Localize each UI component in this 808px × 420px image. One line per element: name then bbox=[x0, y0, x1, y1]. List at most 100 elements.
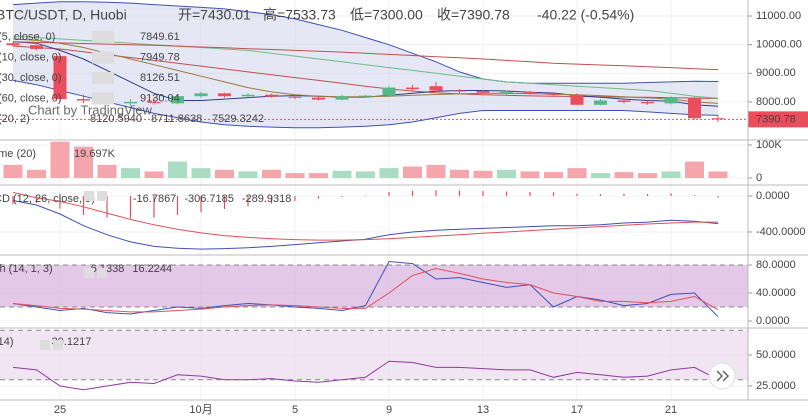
y-tick-label: 40.0000 bbox=[756, 287, 796, 299]
candle-body bbox=[594, 100, 607, 105]
x-tick-label: 25 bbox=[54, 404, 66, 416]
candle-body bbox=[359, 95, 372, 97]
legend-value: -306.7185 bbox=[184, 193, 234, 205]
volume-bar bbox=[497, 169, 516, 179]
candle-body bbox=[53, 56, 67, 100]
ohlc-info: 开=7430.01 bbox=[178, 7, 251, 23]
y-tick-label: 25.0000 bbox=[756, 380, 796, 392]
indicator-line bbox=[12, 360, 719, 391]
y-tick-label: 11000.00 bbox=[756, 10, 801, 22]
indicator-line bbox=[12, 260, 719, 318]
watermark: Chart by TradingView bbox=[28, 102, 153, 117]
band-area bbox=[0, 265, 748, 308]
volume-bar bbox=[309, 173, 328, 179]
ohlc-info: 收=7390.78 bbox=[437, 7, 510, 23]
candle-body bbox=[30, 45, 43, 49]
ma-line bbox=[12, 35, 719, 99]
candle-body bbox=[523, 91, 537, 94]
indicator-line bbox=[12, 267, 719, 313]
y-tick-label: 100K bbox=[756, 139, 782, 151]
last-price-box bbox=[748, 111, 808, 128]
legend-value: 7849.61 bbox=[140, 31, 180, 43]
legend-value: 7529.3242 bbox=[212, 113, 264, 125]
scroll-icon bbox=[716, 370, 730, 382]
legend-icon bbox=[92, 31, 114, 43]
candle-body bbox=[641, 101, 654, 104]
volume-bar bbox=[591, 173, 610, 179]
volume-bar bbox=[168, 161, 187, 179]
legend-value: 8120.5940 bbox=[90, 113, 142, 125]
candle-body bbox=[218, 93, 231, 97]
y-tick-label: 80.0000 bbox=[756, 259, 796, 271]
candle-body bbox=[547, 93, 560, 95]
candle-body bbox=[312, 97, 325, 100]
volume-bar bbox=[708, 171, 728, 179]
candle-body bbox=[429, 86, 443, 91]
legend-name: (10, close, 0) bbox=[0, 51, 62, 63]
last-price-label: 7390.78 bbox=[756, 113, 796, 125]
legend-value: -289.9318 bbox=[242, 193, 292, 205]
volume-bar bbox=[450, 169, 469, 179]
candle-body bbox=[335, 96, 349, 100]
indicator-line bbox=[12, 191, 718, 241]
candle-body bbox=[500, 91, 513, 93]
band-upper bbox=[12, 1, 719, 84]
volume-bar bbox=[238, 171, 258, 179]
legend-name: (20, 2) bbox=[0, 113, 30, 125]
volume-bar bbox=[74, 146, 93, 179]
legend-icon bbox=[84, 191, 94, 201]
volume-bar bbox=[403, 166, 422, 179]
y-tick-label: 0.0000 bbox=[756, 315, 790, 327]
y-tick-label: 10000.00 bbox=[756, 39, 802, 51]
candle-body bbox=[77, 99, 90, 101]
ma-line bbox=[12, 41, 719, 71]
volume-bar bbox=[50, 141, 70, 179]
volume-bar bbox=[544, 172, 563, 179]
legend-value: 6.1338 bbox=[91, 263, 125, 275]
x-tick-label: 13 bbox=[477, 404, 489, 416]
ohlc-info: 低=7300.00 bbox=[350, 7, 423, 23]
candle-body bbox=[147, 101, 161, 103]
legend-title: CD (12, 26, close, 9) bbox=[0, 193, 95, 205]
y-tick-label: 8000.00 bbox=[756, 96, 796, 108]
ohlc-info: -40.22 (-0.54%) bbox=[537, 7, 634, 23]
indicator-plot bbox=[0, 260, 748, 318]
legend-icon bbox=[84, 268, 94, 278]
candle-body bbox=[288, 96, 302, 98]
y-tick-label: 0 bbox=[756, 172, 762, 184]
volume-bar bbox=[685, 161, 704, 179]
x-tick-label: 17 bbox=[571, 404, 583, 416]
indicator-plot bbox=[12, 190, 719, 250]
candle-body bbox=[382, 87, 396, 96]
candle-body bbox=[664, 97, 678, 104]
y-tick-label: -400.0000 bbox=[756, 226, 806, 238]
legend-title: (14) bbox=[0, 336, 14, 348]
volume-bar bbox=[191, 168, 211, 179]
volume-bar bbox=[426, 164, 446, 179]
volume-bar bbox=[97, 164, 117, 179]
volume-bar bbox=[567, 168, 587, 179]
candle-body bbox=[570, 94, 584, 105]
band-lower bbox=[12, 79, 719, 129]
volume-bar bbox=[144, 171, 164, 179]
volume-bar bbox=[520, 171, 540, 179]
x-tick-label: 21 bbox=[665, 404, 677, 416]
legend-icon bbox=[40, 340, 50, 350]
volume-plot bbox=[3, 141, 728, 179]
legend-name: (60, close, 0) bbox=[0, 92, 62, 104]
candle-body bbox=[688, 97, 701, 119]
legend-name: (30, close, 0) bbox=[0, 72, 62, 84]
volume-bar bbox=[262, 169, 281, 179]
candle-body bbox=[265, 94, 278, 97]
legend-value: 8126.51 bbox=[140, 72, 180, 84]
legend-icon bbox=[97, 268, 107, 278]
legend-value: 8711.8638 bbox=[151, 113, 202, 125]
candle-body bbox=[617, 100, 631, 102]
candle-body bbox=[406, 87, 419, 90]
volume-bar bbox=[614, 172, 634, 179]
legend-icon bbox=[97, 191, 107, 201]
legend-icon bbox=[53, 340, 63, 350]
legend-name: (5, close, 0) bbox=[0, 31, 55, 43]
